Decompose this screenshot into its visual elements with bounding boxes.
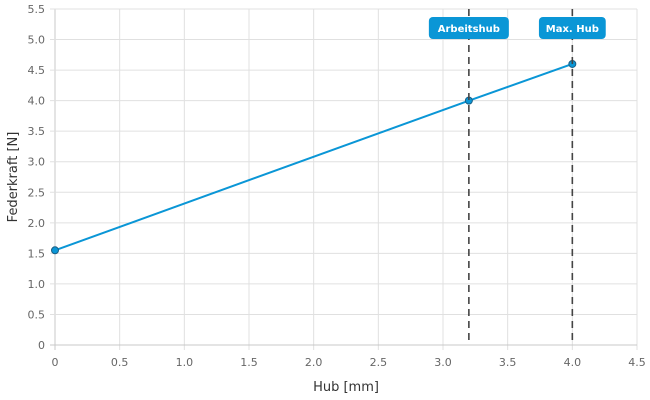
x-tick-label: 2.5	[370, 356, 388, 369]
x-tick-label: 3.5	[499, 356, 517, 369]
y-tick-label: 4.5	[28, 64, 46, 77]
x-tick-label: 4.5	[628, 356, 646, 369]
x-tick-label: 1.5	[240, 356, 258, 369]
annotation-label: Arbeitshub	[438, 24, 500, 35]
annotation-label: Max. Hub	[546, 24, 599, 35]
y-tick-label: 5.5	[28, 3, 46, 16]
y-tick-label: 3.5	[28, 125, 46, 138]
x-tick-label: 1.0	[176, 356, 194, 369]
y-tick-label: 1.0	[28, 278, 46, 291]
y-tick-label: 5.0	[28, 34, 46, 47]
y-tick-label: 3.0	[28, 156, 46, 169]
y-axis-title: Federkraft [N]	[6, 132, 21, 223]
x-tick-label: 2.0	[305, 356, 323, 369]
x-tick-label: 3.0	[434, 356, 452, 369]
y-tick-label: 0.5	[28, 308, 46, 321]
tick-labels: 0 0.5 1.0 1.5 2.0 2.5 3.0 3.5 4.0 4.5 0 0.5 1.0 1.5 2.…	[28, 3, 646, 369]
y-tick-label: 0	[38, 339, 45, 352]
x-tick-label: 0.5	[111, 356, 129, 369]
y-tick-label: 4.0	[28, 95, 46, 108]
y-tick-label: 2.0	[28, 217, 46, 230]
x-tick-label: 4.0	[564, 356, 582, 369]
grid	[50, 8, 638, 350]
annotations: Arbeitshub Max. Hub	[428, 9, 606, 345]
data-point	[51, 246, 59, 255]
x-tick-label: 0	[52, 356, 59, 369]
annotation-label-bg	[428, 17, 509, 39]
x-axis-title: Hub [mm]	[313, 380, 379, 395]
annotation-label-bg	[538, 17, 606, 39]
y-tick-label: 1.5	[28, 247, 46, 260]
y-tick-label: 2.5	[28, 186, 46, 199]
